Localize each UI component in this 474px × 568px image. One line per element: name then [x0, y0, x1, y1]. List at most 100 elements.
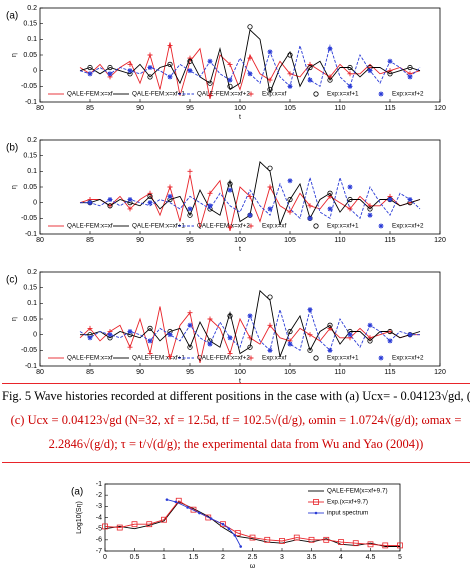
legend-label: Exp:x=xf+2	[392, 91, 424, 98]
marker	[267, 77, 273, 83]
marker	[147, 74, 153, 80]
marker	[287, 341, 293, 347]
x-tick-label: 1	[162, 554, 166, 561]
marker	[247, 313, 253, 319]
marker	[347, 184, 353, 190]
marker	[367, 338, 373, 344]
x-tick-label: 0	[103, 554, 107, 561]
marker	[307, 203, 313, 209]
marker	[227, 350, 233, 356]
marker	[247, 193, 253, 199]
marker	[293, 534, 300, 541]
marker	[314, 511, 318, 515]
marker	[220, 521, 226, 528]
series-line	[79, 29, 421, 95]
y-tick-label: 0.15	[23, 153, 37, 160]
legend-label: QALE-FEM:x=xf	[67, 223, 113, 230]
series-line	[104, 501, 400, 547]
marker	[387, 71, 393, 77]
caption-line: (c) Ucx = 0.04123√gd (N=32, xf = 12.5d, …	[10, 413, 462, 427]
x-tick-label: 90	[136, 105, 144, 112]
y-tick-label: -7	[96, 548, 102, 555]
marker	[187, 212, 193, 218]
marker	[147, 200, 153, 206]
x-tick-label: 100	[234, 105, 246, 112]
marker	[107, 203, 113, 209]
x-tick-label: 5	[398, 554, 402, 561]
marker	[187, 310, 193, 316]
marker	[147, 52, 153, 58]
y-tick-label: 0.1	[27, 36, 37, 43]
y-tick-label: 0	[33, 68, 37, 75]
marker	[267, 206, 273, 212]
x-tick-label: 0.5	[130, 554, 140, 561]
marker	[367, 203, 373, 209]
marker	[347, 206, 353, 212]
marker	[227, 181, 233, 187]
x-tick-label: 4	[339, 554, 343, 561]
marker	[378, 355, 384, 361]
marker	[387, 197, 393, 203]
marker	[147, 325, 153, 331]
marker	[387, 328, 393, 335]
y-tick-label: -0.05	[21, 347, 37, 354]
x-axis-label: t	[239, 378, 241, 385]
marker	[167, 354, 173, 360]
marker	[207, 203, 213, 209]
y-tick-label: 0.2	[27, 269, 37, 276]
marker	[327, 190, 333, 196]
y-tick-label: 0	[33, 332, 37, 339]
marker	[367, 68, 373, 74]
marker	[313, 499, 319, 505]
legend-label: Exp:x=xf+2	[392, 355, 424, 362]
marker	[407, 332, 413, 338]
marker	[187, 58, 193, 64]
marker	[147, 193, 153, 199]
series-line	[80, 289, 421, 359]
x-tick-label: 2.5	[248, 554, 258, 561]
marker	[382, 542, 389, 549]
x-tick-label: 85	[86, 105, 94, 112]
marker	[327, 322, 333, 328]
legend-label: QALE-FEM:x=xf+1	[132, 355, 185, 362]
marker	[167, 43, 173, 49]
x-tick-label: 85	[86, 369, 94, 376]
marker	[327, 74, 333, 80]
marker	[287, 196, 293, 203]
panel-label: (b)	[6, 143, 18, 154]
marker	[187, 55, 193, 61]
marker	[367, 541, 374, 548]
marker	[187, 322, 193, 328]
x-tick-label: 3	[280, 554, 284, 561]
legend-label: QALE-FEM:x=xf+2	[197, 91, 250, 98]
legend-label: Exp.(x=xf+9.7)	[327, 499, 368, 506]
caption: Fig. 5 Wave histories recorded at differ…	[2, 383, 470, 463]
marker	[347, 196, 353, 203]
marker	[287, 178, 293, 184]
marker	[221, 522, 225, 526]
marker	[267, 294, 273, 300]
marker	[287, 71, 293, 77]
y-tick-label: -0.1	[25, 231, 37, 238]
marker	[227, 77, 233, 83]
marker	[267, 49, 273, 55]
marker	[367, 335, 373, 341]
marker	[327, 77, 333, 83]
x-tick-label: 95	[186, 105, 194, 112]
marker	[190, 506, 197, 513]
y-axis-label: η	[11, 53, 18, 57]
marker	[248, 91, 254, 97]
y-tick-label: -0.1	[25, 363, 37, 370]
x-tick-label: 90	[136, 237, 144, 244]
y-tick-label: -6	[96, 537, 102, 544]
marker	[207, 190, 213, 196]
marker	[307, 215, 313, 221]
marker	[247, 24, 253, 30]
x-axis-label: ω	[250, 563, 256, 568]
marker	[308, 536, 315, 543]
marker	[307, 77, 313, 83]
marker	[407, 197, 413, 203]
y-tick-label: 0.2	[27, 137, 37, 144]
marker	[107, 203, 113, 209]
